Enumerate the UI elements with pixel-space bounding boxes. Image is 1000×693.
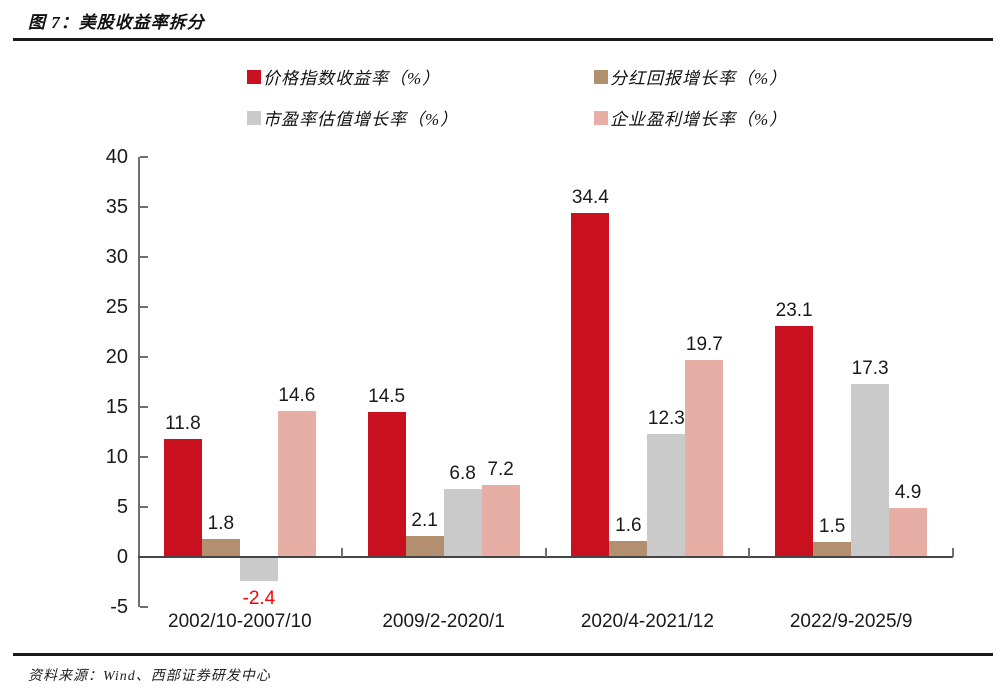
bar-value-label: 23.1	[775, 300, 813, 321]
bar	[609, 541, 648, 557]
bar	[239, 557, 278, 581]
bar-value-label: 12.3	[647, 408, 685, 429]
y-axis-tick	[140, 506, 148, 508]
legend-item-1: 分红回报增长率（%）	[594, 64, 787, 89]
y-axis-tick	[140, 356, 148, 358]
legend-label: 价格指数收益率（%）	[263, 69, 441, 88]
y-axis-tick-label: -5	[110, 596, 128, 618]
top-rule	[13, 38, 993, 41]
y-axis-tick	[140, 406, 148, 408]
y-axis-tick	[140, 606, 148, 608]
y-axis-tick-label: 5	[116, 496, 128, 518]
legend-item-0: 价格指数收益率（%）	[247, 64, 594, 89]
bar-value-label: 6.8	[449, 463, 476, 484]
bar	[889, 508, 928, 557]
y-axis-tick	[140, 156, 148, 158]
x-axis-tick	[952, 548, 954, 557]
y-axis-line	[138, 157, 140, 607]
y-axis-tick-label: 10	[105, 446, 128, 468]
x-axis-category-label: 2022/9-2025/9	[789, 611, 913, 632]
bar-value-label: -2.4	[242, 588, 276, 609]
bar-value-label: 1.8	[207, 513, 235, 534]
x-axis-category-label: 2020/4-2021/12	[580, 611, 714, 632]
bar	[481, 485, 520, 557]
legend-label: 企业盈利增长率（%）	[610, 110, 788, 129]
legend-label: 市盈率估值增长率（%）	[263, 110, 459, 129]
source-note: 资料来源：Wind、西部证券研发中心	[28, 669, 271, 684]
bar	[685, 360, 724, 557]
legend-swatch-icon	[594, 110, 608, 125]
bar-value-label: 4.9	[894, 482, 922, 503]
legend-swatch-icon	[247, 110, 261, 125]
bar	[163, 439, 202, 557]
bar-value-label: 14.5	[368, 386, 406, 407]
y-axis-tick-label: 35	[105, 196, 128, 218]
bar	[367, 412, 406, 557]
y-axis-tick	[140, 456, 148, 458]
x-axis-tick	[748, 548, 751, 557]
bar	[405, 536, 444, 557]
bar-value-label: 1.5	[818, 516, 846, 537]
legend-item-2: 市盈率估值增长率（%）	[247, 105, 594, 130]
y-axis-tick	[140, 306, 148, 308]
figure-title: 图 7：美股收益率拆分	[28, 13, 205, 32]
x-axis-line	[138, 556, 953, 558]
bar	[775, 326, 814, 557]
bottom-rule	[13, 653, 993, 656]
bar-value-label: 17.3	[851, 358, 889, 379]
y-axis-tick-label: 20	[105, 346, 128, 368]
y-axis-tick-label: 30	[105, 246, 128, 268]
bar-value-label: 1.6	[615, 515, 642, 536]
bar	[851, 384, 890, 557]
legend-label: 分红回报增长率（%）	[610, 69, 788, 88]
y-axis-tick	[140, 256, 148, 258]
bar	[813, 542, 852, 557]
bar-value-label: 11.8	[165, 413, 201, 434]
bar	[571, 213, 610, 557]
bar-value-label: 2.1	[411, 510, 438, 531]
bar	[647, 434, 686, 557]
bar	[443, 489, 482, 557]
bar	[201, 539, 240, 557]
bar-value-label: 14.6	[278, 385, 316, 406]
y-axis-tick	[140, 206, 148, 208]
x-axis-category-label: 2009/2-2020/1	[382, 611, 505, 632]
bar	[277, 411, 316, 557]
x-axis-category-label: 2002/10-2007/10	[168, 611, 312, 632]
bar-value-label: 34.4	[571, 187, 609, 208]
legend-item-3: 企业盈利增长率（%）	[594, 105, 787, 130]
bar-chart: 40 35 30 25 20 15 10 5 0 -5 11.8 1.8 -2.4 14.6 2002/10…	[105, 146, 954, 632]
bar-value-label: 7.2	[487, 459, 514, 480]
y-axis-tick-label: 25	[105, 296, 128, 318]
y-axis-tick-label: 15	[105, 396, 128, 418]
y-axis-tick-label: 40	[105, 146, 128, 168]
bar-value-label: 19.7	[685, 334, 723, 355]
y-axis-tick-label: 0	[116, 546, 128, 568]
legend-swatch-icon	[594, 69, 608, 84]
x-axis-tick	[544, 548, 547, 557]
legend-swatch-icon	[247, 69, 261, 84]
x-axis-tick	[340, 548, 343, 557]
chart-legend: 价格指数收益率（%） 分红回报增长率（%） 市盈率估值增长率（%） 企业盈利增长率（%…	[247, 64, 787, 130]
